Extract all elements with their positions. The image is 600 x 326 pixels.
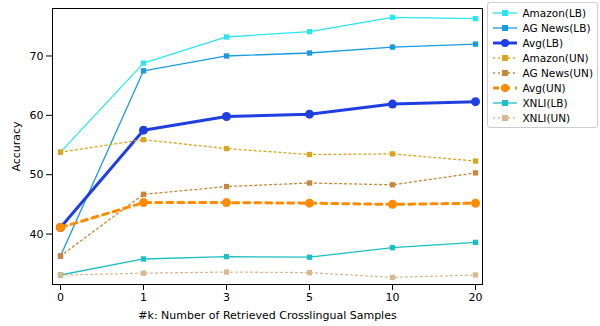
svg-text:40: 40 bbox=[30, 228, 44, 241]
svg-text:3: 3 bbox=[223, 291, 230, 304]
svg-text:1: 1 bbox=[140, 291, 147, 304]
svg-text:20: 20 bbox=[469, 291, 483, 304]
svg-text:5: 5 bbox=[306, 291, 313, 304]
html-text:Avg(LB): Avg(LB) bbox=[522, 36, 564, 49]
html-text:XNLI(UN): XNLI(UN) bbox=[522, 111, 571, 124]
html-text:AG News(UN): AG News(UN) bbox=[522, 66, 593, 79]
svg-text:0: 0 bbox=[57, 291, 64, 304]
svg-text:10: 10 bbox=[386, 291, 400, 304]
svg-text:60: 60 bbox=[30, 109, 44, 122]
html-text:Amazon(UN): Amazon(UN) bbox=[522, 51, 589, 64]
html-text:Amazon(LB): Amazon(LB) bbox=[522, 6, 587, 19]
svg-text:70: 70 bbox=[30, 50, 44, 63]
svg-text:Accuracy: Accuracy bbox=[10, 121, 23, 172]
html-text:Avg(UN): Avg(UN) bbox=[522, 81, 566, 94]
svg-text:50: 50 bbox=[30, 168, 44, 181]
html-text:AG News(LB): AG News(LB) bbox=[522, 21, 591, 34]
html-text:XNLI(LB): XNLI(LB) bbox=[522, 96, 568, 109]
svg-text:#k: Number of Retrieved Crossl: #k: Number of Retrieved Crosslingual Sam… bbox=[138, 309, 397, 322]
